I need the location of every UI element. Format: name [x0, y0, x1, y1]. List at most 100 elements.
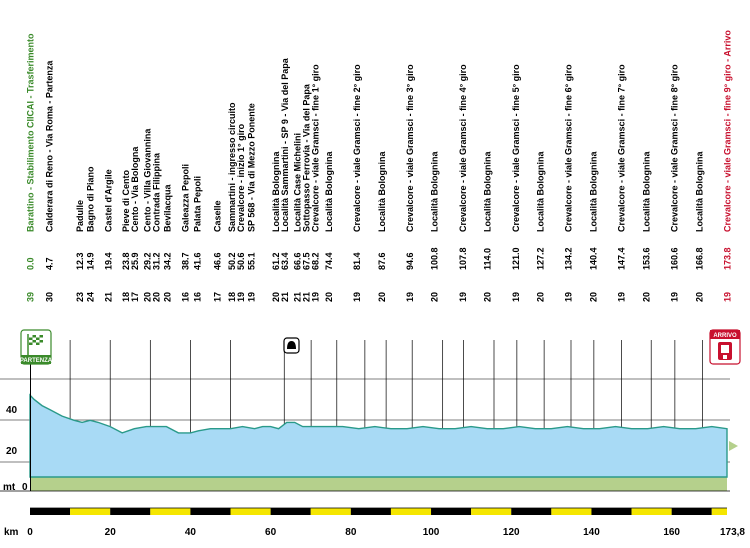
waypoint-km: 50.2: [227, 252, 237, 270]
km-bar-segment: [110, 508, 151, 515]
waypoint-altitude: 19: [723, 292, 733, 302]
finish-marker: ARRIVO: [709, 329, 741, 365]
start-marker: PARTENZA: [20, 329, 53, 365]
km-bar-segment: [30, 508, 71, 515]
km-bar-segment: [310, 508, 351, 515]
waypoint-altitude: 19: [670, 292, 680, 302]
km-bar-segment: [150, 508, 191, 515]
waypoint-km: 140.4: [589, 247, 599, 270]
start-label: PARTENZA: [20, 358, 53, 364]
km-unit-label: km: [4, 527, 19, 538]
waypoint-name: Località Case Michelini: [293, 133, 303, 232]
ground-band: [30, 477, 727, 491]
waypoint-altitude: 21: [293, 292, 303, 302]
km-bar-segment: [431, 508, 472, 515]
waypoint-km: 41.6: [192, 252, 202, 270]
waypoint-km: 63.4: [280, 252, 290, 270]
waypoint-name: Caselle: [212, 200, 222, 232]
alt-tick-20: 20: [6, 446, 18, 457]
waypoint-altitude: 20: [271, 292, 281, 302]
waypoint-km: 4.7: [44, 257, 54, 270]
km-tick-label: 100: [423, 527, 440, 538]
finish-label: ARRIVO: [713, 333, 737, 339]
waypoint-name: Località Bolognina: [324, 151, 334, 232]
waypoint-name: Cento - Via Bologna: [130, 146, 140, 232]
waypoint-altitude: 20: [642, 292, 652, 302]
waypoint-km: 153.6: [642, 247, 652, 270]
waypoint-altitude: 16: [192, 292, 202, 302]
km-bar-segment: [270, 508, 311, 515]
waypoint-km: 25.9: [130, 252, 140, 270]
waypoint-altitude: 23: [75, 292, 85, 302]
alt-zero-label: 0: [22, 482, 28, 493]
km-bar-segment: [511, 508, 552, 515]
waypoint-altitude: 20: [430, 292, 440, 302]
waypoint-km: 81.4: [352, 252, 362, 270]
waypoint-name: Crevalcore - inizio 1° giro: [236, 123, 246, 232]
waypoint-name: SP 568 - Via di Mezzo Ponente: [247, 103, 257, 232]
waypoint-km: 61.2: [271, 252, 281, 270]
waypoint-name: Crevalcore - viale Gramsci - fine 8° gir…: [670, 64, 680, 232]
waypoint-name: Crevalcore - viale Gramsci - fine 2° gir…: [352, 64, 362, 232]
km-tick-label: 0: [27, 527, 33, 538]
altitude-profile-area: [29, 393, 728, 478]
waypoint-km: 23.8: [121, 252, 131, 270]
waypoint-altitude: 20: [324, 292, 334, 302]
waypoint-km: 107.8: [458, 247, 468, 270]
km-bar-segment: [70, 508, 111, 515]
waypoint-labels: 39 0.0 Barattino - Stabilimento CIICAI - T…: [26, 30, 733, 302]
km-tick-label: 60: [265, 527, 277, 538]
waypoint-altitude: 20: [163, 292, 173, 302]
waypoint-altitude: 20: [536, 292, 546, 302]
waypoint-km: 68.2: [311, 252, 321, 270]
km-bar-segment: [471, 508, 512, 515]
km-tick-labels: 0 20 40 60 80 100 120 140 160 173,8: [27, 527, 745, 538]
waypoint-altitude: 20: [152, 292, 162, 302]
waypoint-name: Crevalcore - viale Gramsci - fine 9° gir…: [723, 30, 733, 232]
waypoint-name: Palata Pepoli: [192, 176, 202, 232]
waypoint-km: 46.6: [212, 252, 222, 270]
km-tick-label: 173,8: [720, 527, 745, 538]
waypoint-km: 100.8: [430, 247, 440, 270]
waypoint-name: Località Bolognina: [642, 151, 652, 232]
waypoint-km: 134.2: [564, 247, 574, 270]
km-tick-label: 140: [583, 527, 600, 538]
waypoint-name: Padulle: [75, 200, 85, 232]
waypoint-km: 160.6: [670, 247, 680, 270]
waypoint-km: 38.7: [181, 252, 191, 270]
km-bar-segment: [551, 508, 592, 515]
waypoint-name: Cento - Villa Giovannina: [143, 128, 153, 232]
waypoint-name: Sottopasso Ferrovia - Via del Papa: [302, 83, 312, 232]
waypoint-altitude: 24: [85, 292, 95, 302]
waypoint-km: 147.4: [617, 247, 627, 270]
waypoint-altitude: 20: [377, 292, 387, 302]
waypoint-altitude: 30: [44, 292, 54, 302]
waypoint-altitude: 20: [483, 292, 493, 302]
gpm-helmet-icon: [283, 337, 300, 354]
waypoint-altitude: 20: [143, 292, 153, 302]
waypoint-km: 55.1: [247, 252, 257, 270]
km-bar-segment: [350, 508, 391, 515]
km-tick-label: 20: [105, 527, 117, 538]
waypoint-km: 173.8: [723, 247, 733, 270]
waypoint-altitude: 19: [247, 292, 257, 302]
waypoint-altitude: 39: [26, 292, 36, 302]
waypoint-altitude: 21: [103, 292, 113, 302]
waypoint-km: 12.3: [75, 252, 85, 270]
waypoint-name: Località Sammartini - SP 9 - Via del Pap…: [280, 57, 290, 232]
km-bar-segment: [390, 508, 432, 515]
km-bar-segment: [230, 508, 271, 515]
waypoint-km: 74.4: [324, 252, 334, 270]
waypoint-km: 166.8: [694, 247, 704, 270]
waypoint-km: 67.5: [302, 252, 312, 270]
waypoint-name: Località Bolognina: [536, 151, 546, 232]
waypoint-name: Sammartini - ingresso circuito: [227, 102, 237, 232]
waypoint-name: Bevilacqua: [163, 183, 173, 232]
waypoint-altitude: 21: [280, 292, 290, 302]
km-tick-label: 80: [345, 527, 357, 538]
waypoint-altitude: 18: [227, 292, 237, 302]
km-bar-segment: [190, 508, 231, 515]
waypoint-name: Calderara di Reno - Via Roma - Partenza: [44, 60, 54, 232]
finish-line-icon: [718, 342, 732, 360]
